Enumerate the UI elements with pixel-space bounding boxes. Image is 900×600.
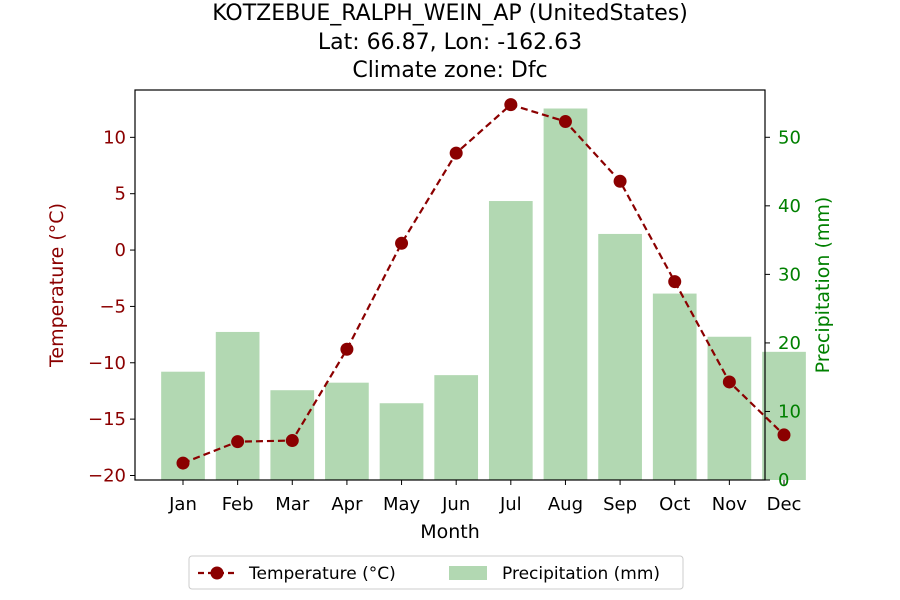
temperature-point-aug xyxy=(559,115,572,128)
month-tick-label: May xyxy=(383,494,421,515)
legend-precipitation-label: Precipitation (mm) xyxy=(502,564,660,584)
temperature-point-apr xyxy=(340,343,353,356)
precipitation-bar-aug xyxy=(544,109,588,480)
temperature-line xyxy=(177,98,791,469)
temperature-tick-label: 0 xyxy=(115,240,126,261)
precipitation-tick-label: 40 xyxy=(778,196,801,217)
month-axis-label: Month xyxy=(420,521,480,543)
temperature-point-oct xyxy=(668,275,681,288)
precipitation-tick-label: 20 xyxy=(778,333,801,354)
temperature-tick-label: −15 xyxy=(88,409,126,430)
legend-precipitation-swatch xyxy=(449,566,487,580)
title-line-3: Climate zone: Dfc xyxy=(352,58,547,83)
temperature-point-mar xyxy=(286,434,299,447)
month-tick-label: Jul xyxy=(499,494,522,515)
temperature-point-jul xyxy=(504,98,517,111)
chart-title: KOTZEBUE_RALPH_WEIN_AP (UnitedStates) La… xyxy=(212,1,688,83)
legend-temperature-marker xyxy=(211,567,224,580)
precipitation-bars xyxy=(161,109,806,480)
precipitation-bar-feb xyxy=(216,332,260,480)
legend: Temperature (°C) Precipitation (mm) xyxy=(189,556,683,589)
month-tick-label: Dec xyxy=(767,494,802,515)
precipitation-axis-label: Precipitation (mm) xyxy=(812,197,834,374)
month-axis-ticks: Jan Feb Mar Apr May Jun Jul Aug Sep Oct Nov Dec xyxy=(168,480,801,515)
precipitation-bar-may xyxy=(380,403,424,480)
precipitation-bar-apr xyxy=(325,383,369,480)
precipitation-bar-sep xyxy=(598,234,642,480)
precipitation-bar-oct xyxy=(653,294,697,480)
month-tick-label: Jun xyxy=(441,494,470,515)
title-line-2: Lat: 66.87, Lon: -162.63 xyxy=(318,30,582,55)
precipitation-tick-label: 10 xyxy=(778,401,801,422)
month-tick-label: Feb xyxy=(222,494,254,515)
temperature-point-feb xyxy=(231,435,244,448)
temperature-axis-ticks: −20 −15 −10 −5 0 5 10 xyxy=(88,127,135,486)
precipitation-bar-jul xyxy=(489,201,533,480)
month-tick-label: Apr xyxy=(331,494,363,515)
month-tick-label: Mar xyxy=(275,494,310,515)
temperature-tick-label: −20 xyxy=(88,465,126,486)
precipitation-bar-jun xyxy=(434,375,478,480)
month-tick-label: Nov xyxy=(712,494,747,515)
temperature-point-nov xyxy=(723,375,736,388)
temperature-point-dec xyxy=(778,428,791,441)
temperature-point-jan xyxy=(177,457,190,470)
month-tick-label: Aug xyxy=(548,494,583,515)
temperature-tick-label: 10 xyxy=(103,127,126,148)
month-tick-label: Oct xyxy=(659,494,690,515)
precipitation-bar-nov xyxy=(708,337,752,480)
temperature-point-sep xyxy=(614,175,627,188)
title-line-1: KOTZEBUE_RALPH_WEIN_AP (UnitedStates) xyxy=(212,1,688,26)
temperature-tick-label: −10 xyxy=(88,353,126,374)
precipitation-tick-label: 50 xyxy=(778,127,801,148)
temperature-tick-label: 5 xyxy=(115,184,126,205)
temperature-point-jun xyxy=(450,147,463,160)
legend-temperature-label: Temperature (°C) xyxy=(248,564,396,584)
month-tick-label: Jan xyxy=(168,494,197,515)
temperature-axis-label: Temperature (°C) xyxy=(46,203,68,368)
precipitation-tick-label: 30 xyxy=(778,264,801,285)
month-tick-label: Sep xyxy=(603,494,637,515)
temperature-tick-label: −5 xyxy=(99,296,126,317)
temperature-point-may xyxy=(395,237,408,250)
